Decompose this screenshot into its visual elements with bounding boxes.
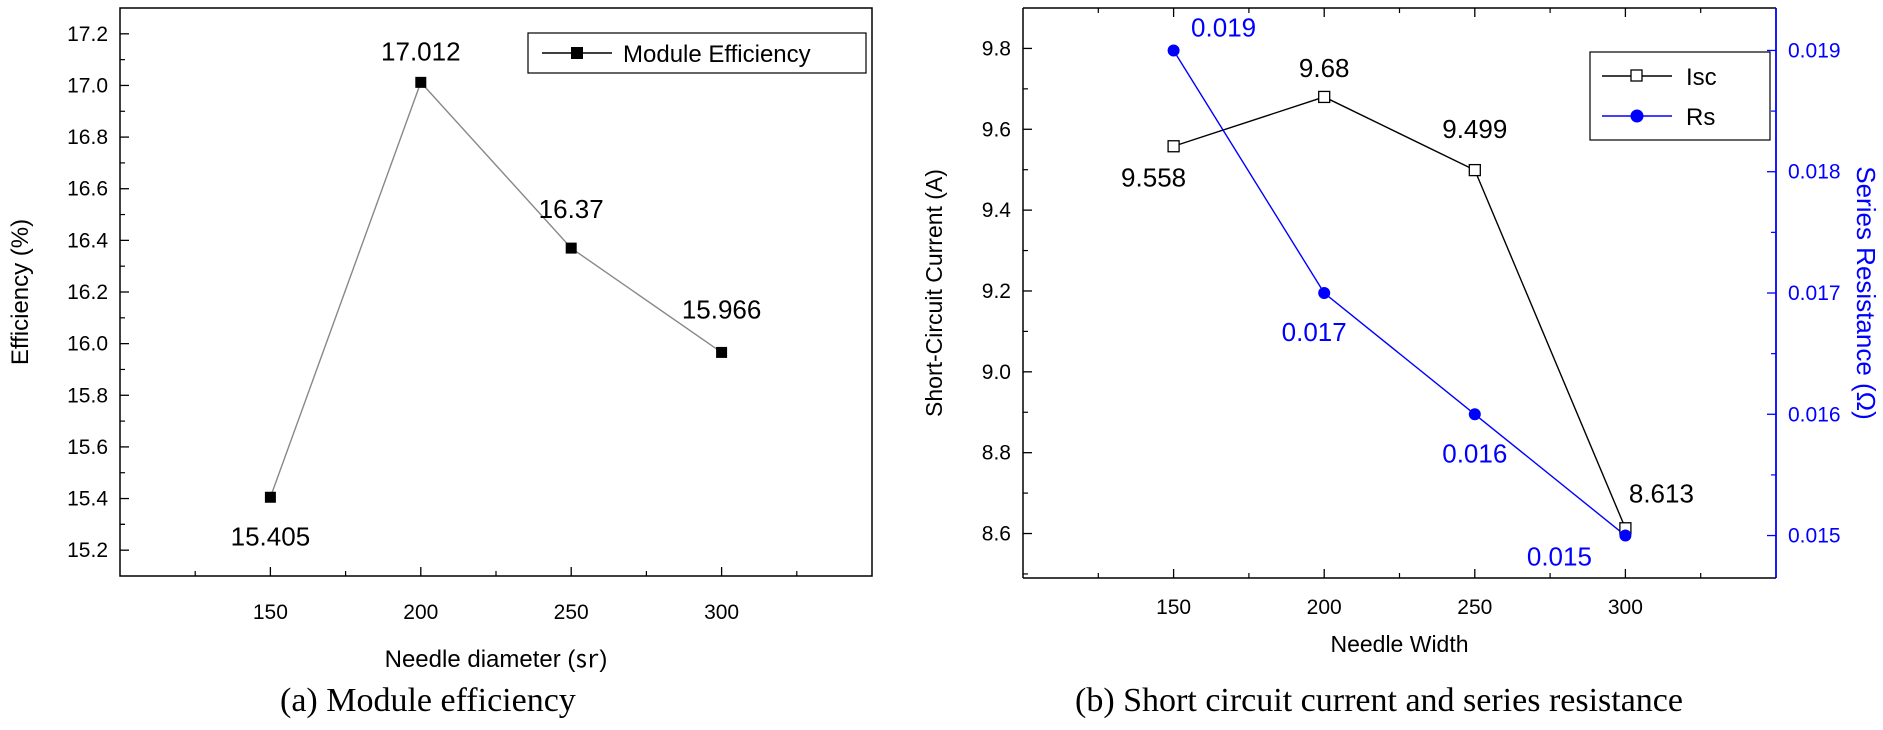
data-label-module-efficiency: 15.405	[231, 521, 311, 551]
data-point-rs	[1318, 287, 1331, 299]
y2-tick-label-b: 0.017	[1788, 282, 1841, 305]
legend-box-b	[1589, 51, 1771, 141]
y-tick-label-b: 9.6	[982, 118, 1011, 141]
data-point-module-efficiency	[415, 76, 427, 88]
x-tick-label-a: 300	[704, 601, 739, 624]
x-tick-label-a: 200	[403, 601, 438, 624]
y-tick-label-b: 9.0	[982, 361, 1011, 384]
series-line-rs	[1173, 50, 1626, 537]
data-label-isc: 8.613	[1629, 478, 1694, 508]
x-tick-label-b: 200	[1307, 596, 1342, 619]
data-label-module-efficiency: 15.966	[682, 294, 762, 324]
y2-tick-label-b: 0.015	[1788, 525, 1841, 548]
x-tick-label-a: 150	[253, 601, 288, 624]
y-tick-label-b: 9.4	[982, 199, 1012, 222]
y-tick-label-a: 16.0	[67, 333, 108, 356]
y-tick-label-b: 9.8	[982, 37, 1011, 60]
y-tick-label-a: 15.6	[67, 436, 108, 459]
x-axis-label-a: Needle diameter (㏛)	[385, 646, 608, 673]
legend-label-module-efficiency: Module Efficiency	[623, 41, 811, 68]
y-tick-label-a: 15.4	[67, 488, 108, 511]
x-tick-label-b: 250	[1457, 596, 1492, 619]
y-tick-label-a: 15.2	[67, 539, 108, 562]
data-point-isc	[1318, 90, 1331, 104]
data-label-module-efficiency: 16.37	[539, 194, 604, 224]
x-tick-label-b: 150	[1156, 596, 1191, 619]
caption-short-circuit-current: (b) Short circuit current and series res…	[1075, 682, 1683, 719]
y2-tick-label-b: 0.016	[1788, 403, 1841, 426]
data-label-isc: 9.499	[1442, 114, 1507, 144]
data-label-isc: 9.68	[1299, 53, 1350, 83]
y-tick-label-b: 8.8	[982, 442, 1011, 465]
y-tick-label-a: 15.8	[67, 384, 108, 407]
data-label-rs: 0.019	[1191, 12, 1256, 42]
y2-tick-label-b: 0.019	[1788, 39, 1841, 62]
y-axis-label-b: Short-Circuit Current (A)	[921, 169, 947, 417]
data-point-module-efficiency	[565, 242, 577, 254]
plot-frame-a	[119, 7, 873, 577]
y-tick-label-a: 17.2	[67, 23, 108, 46]
series-line-isc	[1173, 96, 1627, 529]
data-label-rs: 0.017	[1282, 317, 1347, 347]
legend-marker-isc	[1630, 69, 1643, 82]
y-tick-label-a: 16.8	[67, 126, 108, 149]
data-point-isc	[1167, 140, 1180, 153]
x-tick-label-a: 250	[554, 601, 589, 624]
y2-axis-label-b: Series Resistance (Ω)	[1851, 166, 1881, 420]
data-point-module-efficiency	[264, 491, 276, 503]
series-line-module-efficiency	[269, 81, 722, 498]
data-point-module-efficiency	[716, 346, 728, 358]
legend-label-isc: Isc	[1686, 64, 1717, 91]
legend-marker-rs	[1630, 109, 1644, 123]
legend-marker-module-efficiency	[571, 47, 583, 59]
y-tick-label-a: 16.2	[67, 281, 108, 304]
data-label-module-efficiency: 17.012	[381, 36, 461, 66]
y-tick-label-a: 16.6	[67, 178, 108, 201]
y2-tick-label-b: 0.018	[1788, 161, 1841, 184]
x-axis-label-b: Needle Width	[1330, 631, 1468, 657]
data-label-isc: 9.558	[1121, 162, 1186, 192]
data-point-rs	[1468, 408, 1481, 421]
x-tick-label-b: 300	[1608, 596, 1643, 619]
y-tick-label-b: 9.2	[982, 280, 1011, 303]
data-point-isc	[1468, 163, 1481, 177]
legend-label-rs: Rs	[1686, 104, 1715, 131]
data-point-rs	[1167, 44, 1180, 57]
data-point-rs	[1619, 529, 1632, 542]
y-axis-label-a: Efficiency (%)	[7, 219, 34, 365]
caption-module-efficiency: (a) Module efficiency	[280, 682, 576, 719]
y-tick-label-a: 16.4	[67, 229, 108, 252]
y-tick-label-b: 8.6	[982, 523, 1011, 546]
data-label-rs: 0.015	[1527, 542, 1592, 572]
y-tick-label-a: 17.0	[67, 74, 108, 97]
data-label-rs: 0.016	[1442, 438, 1507, 468]
